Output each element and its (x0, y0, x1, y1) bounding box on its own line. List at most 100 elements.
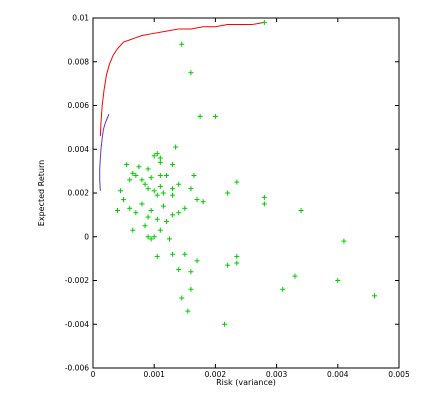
x-axis-ticks: 0 0.001 0.002 0.003 0.004 0.005 (91, 18, 410, 379)
y-tick: 0.006 (68, 101, 399, 110)
y-tick: -0.006 (65, 364, 399, 373)
asset-point (234, 179, 240, 185)
asset-point (188, 186, 194, 192)
asset-point (133, 173, 139, 178)
asset-point (145, 166, 151, 172)
asset-point (151, 153, 157, 159)
asset-point (148, 208, 154, 213)
asset-point (179, 41, 185, 47)
asset-point (160, 203, 166, 209)
asset-point (176, 267, 182, 273)
asset-point (225, 262, 231, 268)
asset-point (154, 253, 160, 259)
asset-point (182, 205, 188, 211)
asset-point (298, 208, 304, 213)
y-tick-label: 0.004 (68, 145, 90, 154)
asset-point (145, 234, 151, 240)
asset-point (212, 113, 218, 119)
asset-point (173, 144, 179, 150)
y-tick: 0.004 (68, 145, 399, 154)
asset-point (234, 260, 240, 266)
y-tick-label: 0 (84, 232, 89, 241)
asset-point (151, 188, 157, 194)
asset-point (182, 251, 188, 257)
asset-point (154, 216, 160, 222)
asset-point (194, 197, 200, 203)
asset-point (151, 234, 157, 240)
x-tick: 0.003 (266, 18, 288, 379)
asset-point (225, 190, 231, 196)
asset-point (148, 175, 154, 181)
asset-point (145, 214, 151, 220)
asset-point (234, 253, 240, 259)
y-tick-label: -0.006 (65, 364, 89, 373)
asset-point (154, 151, 160, 157)
y-tick: 0 (84, 232, 399, 241)
asset-point (127, 177, 133, 183)
x-tick: 0.004 (327, 18, 349, 379)
asset-point (292, 273, 298, 279)
asset-point (163, 173, 169, 178)
x-tick-label: 0.002 (205, 370, 227, 379)
asset-point (136, 164, 142, 170)
asset-point (185, 308, 191, 314)
asset-point (261, 201, 267, 207)
asset-point (124, 162, 130, 168)
y-tick-label: 0.002 (68, 189, 90, 198)
x-tick: 0.001 (143, 18, 165, 379)
series-layer (99, 19, 378, 327)
asset-point (341, 238, 347, 244)
x-tick-label: 0.001 (143, 370, 165, 379)
asset-point (157, 183, 163, 189)
asset-point (176, 210, 182, 216)
asset-point (118, 188, 124, 194)
y-tick: 0.01 (72, 14, 399, 23)
plot-area: 0 0.001 0.002 0.003 0.004 0.005 -0.006-0.004-… (65, 14, 410, 380)
y-axis-ticks: -0.006 -0.004 -0.002 0 0.002 0.004 0.006 0.008 0… (65, 14, 399, 373)
x-axis-label: Risk (variance) (216, 378, 276, 387)
y-tick: -0.004 (65, 320, 399, 329)
asset-point (188, 269, 194, 275)
asset-point (222, 321, 228, 327)
y-tick-label: -0.002 (65, 276, 89, 285)
asset-point (200, 199, 206, 205)
asset-point (145, 186, 151, 192)
asset-point (160, 190, 166, 196)
asset-point (148, 236, 154, 242)
asset-point (121, 197, 127, 203)
x-tick-label: 0.003 (266, 370, 288, 379)
y-tick-label: 0.006 (68, 101, 90, 110)
asset-point (154, 192, 160, 198)
asset-point (127, 205, 133, 211)
x-tick-label: 0 (91, 370, 96, 379)
asset-point (170, 162, 176, 168)
y-tick-label: 0.01 (72, 14, 89, 23)
y-tick-label: -0.004 (65, 320, 89, 329)
asset-point (130, 227, 136, 233)
x-tick: 0 (91, 18, 96, 379)
x-tick: 0.002 (205, 18, 227, 379)
asset-point (142, 223, 148, 229)
asset-point (114, 208, 120, 213)
efficient-frontier-line (99, 21, 265, 137)
asset-point (194, 258, 200, 264)
y-tick: -0.002 (65, 276, 399, 285)
asset-point (157, 159, 163, 165)
lower-frontier-segment-line (99, 114, 110, 191)
asset-point (261, 19, 267, 25)
asset-point (170, 192, 176, 198)
y-tick: 0.008 (68, 57, 399, 66)
asset-point (197, 113, 203, 119)
asset-point (372, 293, 378, 299)
asset-point (133, 210, 139, 216)
y-axis-label: Expected Return (37, 160, 46, 226)
asset-point (163, 218, 169, 224)
asset-point (170, 251, 176, 257)
asset-point (280, 286, 286, 292)
asset-point (188, 286, 194, 292)
asset-point (191, 173, 197, 178)
asset-point (139, 201, 145, 207)
asset-point (170, 186, 176, 192)
